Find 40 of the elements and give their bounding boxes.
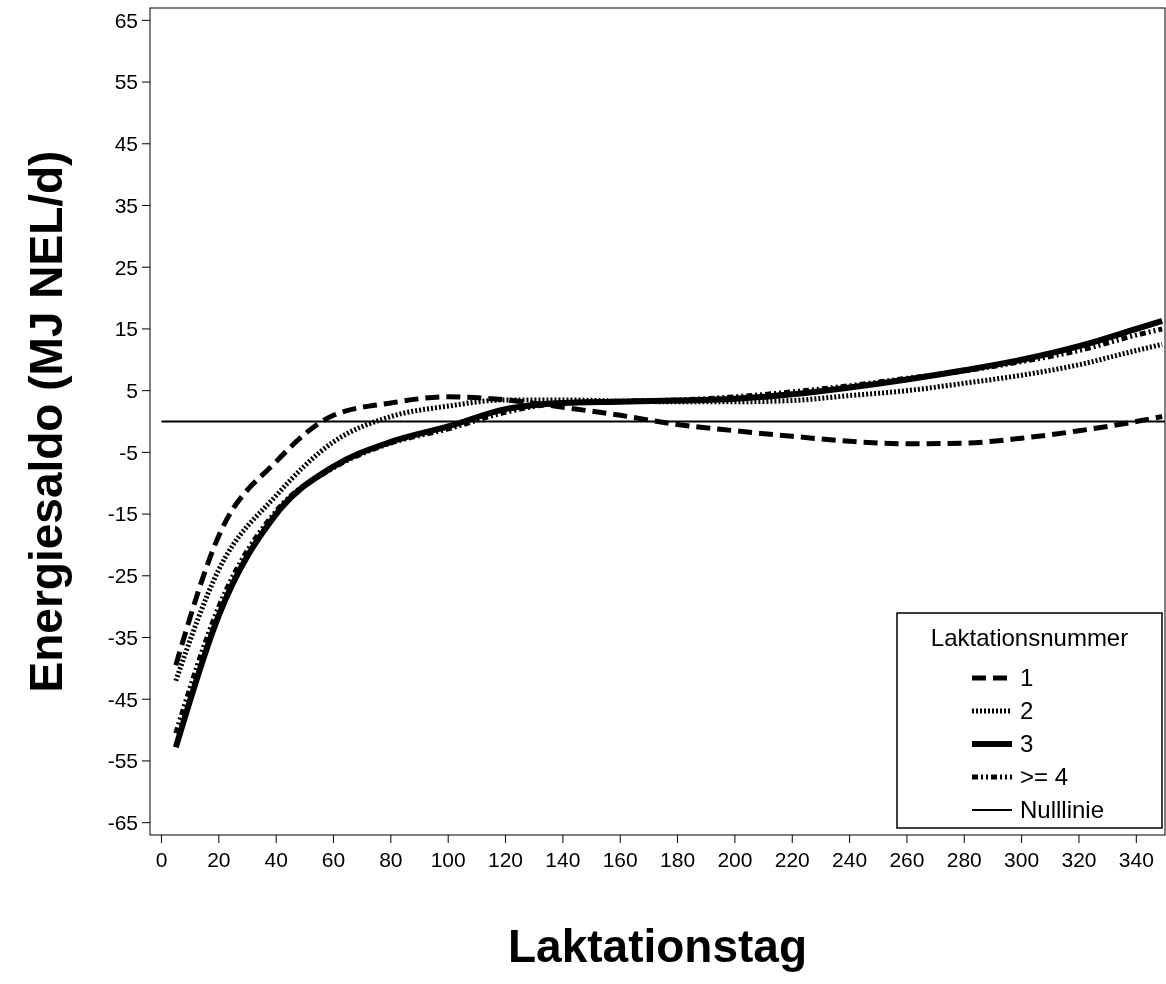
x-tick-label: 80 <box>379 848 403 871</box>
x-tick-label: 160 <box>602 848 638 871</box>
x-tick-label: 200 <box>717 848 753 871</box>
x-tick-label: 120 <box>488 848 524 871</box>
x-tick-label: 340 <box>1118 848 1154 871</box>
y-tick-label: 35 <box>114 193 138 217</box>
x-tick-label: 100 <box>430 848 466 871</box>
y-axis-title: Energiesaldo (MJ NEL/d) <box>20 150 72 693</box>
y-tick-label: 5 <box>126 378 138 402</box>
x-tick-label: 300 <box>1004 848 1040 871</box>
y-tick-label: -35 <box>107 625 138 649</box>
x-tick-label: 240 <box>832 848 868 871</box>
y-tick-label: 45 <box>114 132 138 156</box>
x-axis-title: Laktationstag <box>507 920 808 972</box>
y-tick-label: -65 <box>107 811 138 835</box>
y-tick-label: -5 <box>119 440 138 464</box>
x-tick-label: 140 <box>545 848 581 871</box>
y-tick-label: 15 <box>114 317 138 341</box>
legend-label: 3 <box>1020 730 1034 757</box>
y-tick-label: 65 <box>114 8 138 32</box>
x-tick-label: 260 <box>889 848 925 871</box>
y-tick-label: -15 <box>107 502 138 526</box>
y-tick-label: 55 <box>114 70 138 94</box>
y-tick-label: -45 <box>107 687 138 711</box>
x-tick-label: 220 <box>774 848 810 871</box>
x-tick-label: 40 <box>264 848 288 871</box>
y-tick-label: -55 <box>107 749 138 773</box>
y-tick-label: 25 <box>114 255 138 279</box>
x-tick-label: 60 <box>321 848 346 871</box>
legend-title: Laktationsnummer <box>930 624 1129 651</box>
x-tick-label: 20 <box>207 848 231 871</box>
legend-label: >= 4 <box>1020 763 1069 790</box>
legend-label: 2 <box>1020 697 1034 724</box>
x-tick-label: 280 <box>946 848 982 871</box>
x-tick-label: 320 <box>1061 848 1097 871</box>
x-tick-label: 0 <box>155 848 168 871</box>
legend-label: 1 <box>1020 664 1034 691</box>
y-tick-label: -25 <box>107 564 138 588</box>
x-tick-label: 180 <box>660 848 696 871</box>
legend-label: Nulllinie <box>1020 796 1105 823</box>
